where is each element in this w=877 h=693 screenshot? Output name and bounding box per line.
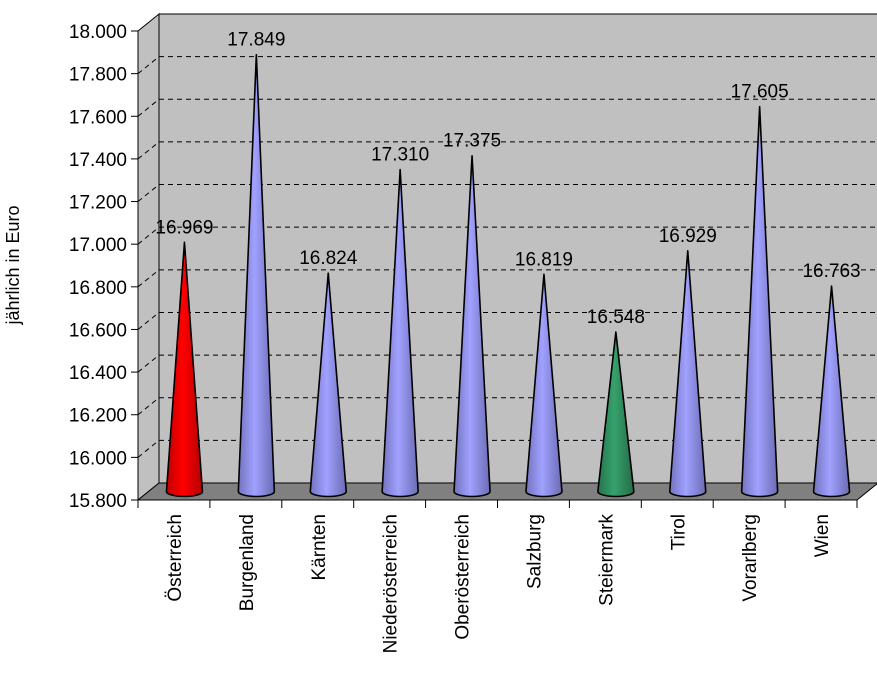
gridline-side [137,226,160,245]
data-label: 16.824 [299,248,358,269]
gridline-side [137,312,160,330]
x-category-label: Kärnten [309,514,330,581]
x-category-label: Tirol [668,514,689,550]
data-label: 17.605 [731,82,789,103]
x-axis: Österreich Burgenland Kärnten Niederösterre… [137,499,858,653]
data-label: 16.969 [155,217,213,238]
data-label: 17.849 [227,30,285,51]
x-category-label: Österreich [165,514,186,602]
bar-cone [237,53,276,498]
y-tick-label: 16.600 [69,320,127,341]
y-tick-label: 17.400 [69,150,127,171]
data-label: 16.548 [587,307,645,328]
bar-cone [309,272,348,498]
y-tick-label: 15.800 [69,491,127,512]
y-tick-label: 16.400 [69,363,127,384]
y-tick-label: 17.200 [69,193,127,214]
side-wall [137,12,160,502]
y-tick-label: 16.800 [69,278,127,299]
data-label: 17.310 [371,145,429,166]
bar-cone [812,285,851,498]
x-category-label: Niederösterreich [381,514,402,653]
data-label: 16.763 [802,261,860,282]
x-category-label: Oberösterreich [453,514,474,640]
gridline-side [137,98,160,117]
y-axis-title: jährlich in Euro [3,205,23,325]
gridline-side [137,56,160,75]
bars [165,53,851,498]
x-category-label: Vorarlberg [740,514,761,602]
x-category-label: Salzburg [524,514,545,589]
y-tick-label: 17.600 [69,107,127,128]
bar-cone [165,241,204,498]
y-tick-label: 17.800 [69,65,127,86]
bar-cone [668,250,707,498]
data-label: 17.375 [443,131,501,152]
gridlines [137,56,877,458]
bar-cone [597,331,635,498]
data-label: 16.819 [515,249,573,270]
y-axis: 15.800 16.000 16.200 16.400 16.600 16.800 17.0… [69,22,139,512]
x-category-label: Wien [812,514,833,557]
bar-cone [525,273,563,498]
bar-cone [453,154,491,498]
y-tick-label: 16.000 [69,448,127,469]
y-tick-label: 18.000 [69,22,127,43]
gridline-side [137,141,160,160]
data-label: 16.929 [659,226,717,247]
data-labels: 16.969 17.849 16.824 17.310 17.375 16.819 16.5… [155,30,860,328]
x-category-label: Burgenland [237,514,258,611]
gridline-side [137,439,160,458]
bar-cone [381,168,419,498]
gridline-side [137,269,160,288]
gridline-side [137,354,160,373]
y-tick-label: 16.200 [69,406,127,427]
y-tick-label: 17.000 [69,235,127,256]
gridline-side [137,397,160,416]
x-category-label: Steiermark [596,514,617,606]
bar-cone [740,105,779,498]
gridline-side [137,184,160,202]
